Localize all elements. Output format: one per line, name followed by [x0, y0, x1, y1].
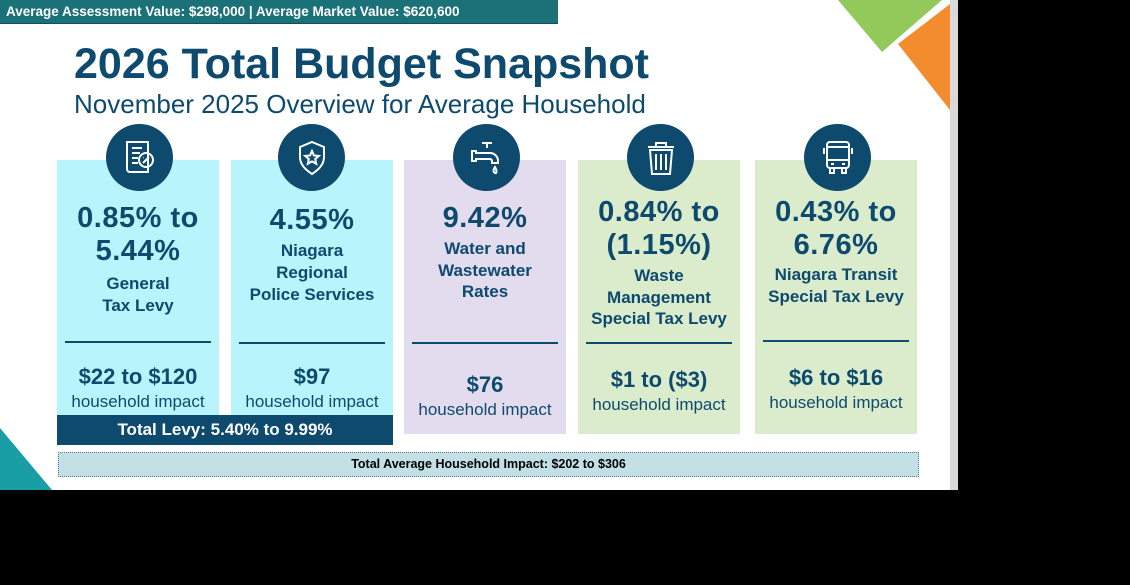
divider: [586, 342, 732, 344]
card-police-services: 4.55% Niagara Regional Police Services $…: [231, 160, 393, 415]
divider: [763, 340, 909, 342]
rate-line: 0.84% to: [598, 196, 720, 228]
rate-line: 4.55%: [269, 204, 355, 236]
card-label: Rates: [461, 282, 509, 301]
card-label: General: [106, 274, 170, 293]
impact-label: household impact: [71, 392, 205, 411]
green-triangle: [838, 0, 942, 52]
impact-label: household impact: [418, 400, 552, 419]
impact-label: household impact: [769, 393, 903, 412]
rate-line: (1.15%): [606, 229, 712, 261]
bus-icon: [804, 124, 871, 191]
card-label: Tax Levy: [102, 296, 174, 315]
card-label: Niagara: [280, 241, 344, 260]
impact-label: household impact: [245, 392, 379, 411]
impact-amount: $6 to $16: [788, 365, 884, 390]
card-label: Water and: [444, 239, 526, 258]
card-label: Waste: [634, 266, 684, 285]
page-title: 2026 Total Budget Snapshot: [74, 40, 649, 88]
total-household-impact-bar: Total Average Household Impact: $202 to …: [58, 452, 919, 477]
slide-edge: [950, 0, 958, 490]
impact-label: household impact: [592, 395, 726, 414]
card-label: Regional: [276, 263, 348, 282]
slide: Average Assessment Value: $298,000 | Ave…: [0, 0, 950, 490]
card-general-tax-levy: 0.85% to 5.44% General Tax Levy $22 to $…: [57, 160, 219, 415]
police-badge-icon: [278, 124, 345, 191]
rate-line: 6.76%: [793, 229, 879, 261]
card-water-wastewater: 9.42% Water and Wastewater Rates $76 hou…: [404, 160, 566, 434]
card-waste-management: 0.84% to (1.15%) Waste Management Specia…: [578, 160, 740, 434]
card-label: Management: [607, 288, 711, 307]
divider: [412, 342, 558, 344]
orange-triangle: [898, 4, 950, 110]
card-label: Police Services: [249, 285, 375, 304]
impact-amount: $76: [466, 372, 504, 397]
impact-amount: $22 to $120: [78, 364, 198, 389]
water-faucet-icon: [453, 124, 520, 191]
card-label: Wastewater: [438, 261, 532, 280]
tax-document-percent-icon: [106, 124, 173, 191]
trash-can-icon: [627, 124, 694, 191]
rate-line: 9.42%: [442, 202, 528, 234]
divider: [239, 342, 385, 344]
rate-line: 0.43% to: [775, 196, 897, 228]
impact-amount: $1 to ($3): [610, 367, 708, 392]
card-label: Niagara Transit: [774, 265, 898, 284]
average-values-bar: Average Assessment Value: $298,000 | Ave…: [0, 0, 558, 24]
divider: [65, 341, 211, 343]
decorative-triangles: [0, 0, 950, 490]
rate-line: 5.44%: [95, 235, 181, 267]
total-levy-bar: Total Levy: 5.40% to 9.99%: [57, 415, 393, 445]
teal-triangle: [0, 428, 52, 490]
card-label: Special Tax Levy: [768, 287, 904, 306]
card-niagara-transit: 0.43% to 6.76% Niagara Transit Special T…: [755, 160, 917, 434]
impact-amount: $97: [293, 364, 331, 389]
card-label: Special Tax Levy: [591, 309, 727, 328]
rate-line: 0.85% to: [77, 202, 199, 234]
page-subtitle: November 2025 Overview for Average House…: [74, 89, 646, 119]
